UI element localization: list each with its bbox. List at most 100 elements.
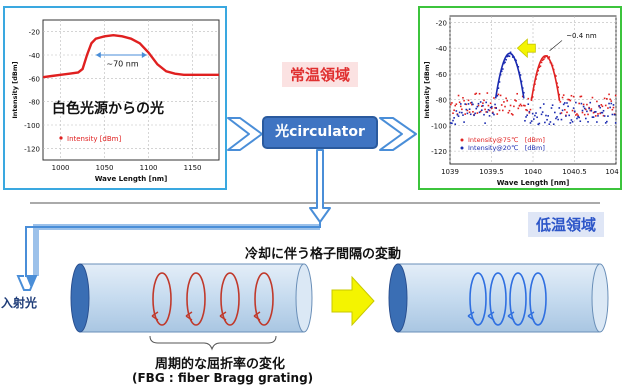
annotation-arrowhead-left	[95, 52, 101, 58]
data-point	[509, 104, 512, 107]
data-point	[529, 108, 532, 111]
data-point	[582, 105, 585, 108]
data-point	[474, 93, 476, 95]
data-point	[567, 98, 569, 101]
data-point	[556, 116, 558, 118]
x-axis-label: Wave Length [nm]	[497, 179, 570, 187]
data-point	[463, 121, 465, 123]
data-point	[592, 111, 595, 114]
y-tick-label: -80	[436, 97, 447, 105]
data-point	[579, 120, 582, 123]
data-point	[483, 99, 485, 102]
data-point	[465, 108, 468, 111]
data-point	[454, 123, 457, 126]
data-point	[590, 109, 593, 112]
data-point	[468, 108, 471, 111]
data-point	[612, 104, 615, 106]
data-point	[474, 112, 476, 115]
data-point	[601, 105, 604, 108]
data-point	[563, 102, 566, 104]
data-point	[536, 116, 538, 119]
data-point	[601, 111, 604, 114]
y-tick-label: -100	[431, 122, 447, 130]
reflection-spectrum-panel: -20 -40 -60 -80 -100 -120 1039 1039.5 1040 1040.5…	[418, 6, 622, 190]
data-point	[551, 104, 554, 106]
data-point	[466, 112, 469, 115]
x-tick-label: 1039	[441, 168, 459, 176]
data-point	[500, 104, 503, 106]
data-point	[502, 68, 504, 70]
data-point	[525, 108, 527, 111]
grating-coils-warm	[151, 272, 274, 326]
series-line-intensity	[42, 33, 219, 79]
legend-entry: Intensity@75℃ [dBm]	[468, 136, 545, 144]
data-point	[554, 111, 556, 114]
data-point	[607, 115, 609, 117]
data-point	[614, 94, 617, 97]
data-point	[592, 116, 595, 118]
data-point	[523, 91, 525, 94]
data-point	[597, 113, 599, 115]
coil-cold-4	[529, 272, 547, 326]
x-axis-label: Wave Length [nm]	[95, 175, 168, 183]
data-point	[468, 111, 471, 114]
fiber-warm	[70, 263, 313, 333]
data-point	[493, 113, 495, 116]
data-point	[485, 101, 488, 104]
y-axis-label: Intensity [dBm]	[423, 61, 431, 118]
data-point	[549, 121, 552, 123]
data-point	[476, 112, 479, 114]
data-point	[507, 55, 510, 57]
legend-entry: Intensity [dBm]	[67, 135, 121, 143]
y-tick-label: -120	[24, 145, 40, 153]
data-point	[538, 122, 541, 125]
data-point	[451, 122, 453, 125]
data-point	[569, 122, 572, 124]
data-point	[509, 51, 512, 54]
data-point	[519, 74, 522, 76]
coil-warm-3	[220, 272, 240, 326]
data-point	[596, 121, 598, 123]
data-point	[594, 115, 597, 117]
data-point	[572, 95, 575, 98]
data-point	[587, 113, 589, 116]
data-point	[587, 121, 589, 123]
data-point	[490, 107, 493, 110]
x-tick-label: 1039.5	[479, 168, 504, 176]
data-point	[552, 123, 555, 126]
data-point	[492, 111, 494, 114]
annotation-shift-label: ~0.4 nm	[566, 32, 597, 40]
data-point	[597, 115, 599, 117]
data-point	[527, 103, 530, 105]
data-point	[469, 113, 472, 116]
cooling-shift-arrow	[331, 275, 375, 327]
data-point	[486, 92, 489, 94]
data-point	[530, 120, 533, 122]
data-point	[482, 102, 484, 104]
data-point	[580, 102, 583, 105]
data-point	[571, 109, 574, 112]
data-point	[531, 112, 534, 115]
data-point	[561, 109, 564, 112]
y-tick-label: -120	[431, 148, 447, 156]
data-point	[508, 55, 511, 58]
data-point	[533, 118, 535, 120]
y-tick-label: -20	[29, 29, 40, 37]
data-point	[539, 65, 542, 67]
data-point	[588, 107, 590, 110]
data-point	[540, 113, 543, 116]
data-point	[545, 114, 547, 117]
data-point	[609, 98, 611, 101]
data-point	[514, 99, 516, 101]
data-point	[606, 120, 608, 123]
data-point	[500, 70, 503, 73]
data-point	[482, 104, 484, 107]
data-point	[479, 110, 482, 113]
data-point	[566, 111, 568, 114]
data-point	[567, 105, 569, 108]
data-point	[610, 102, 613, 105]
data-point	[612, 106, 615, 109]
data-point	[497, 87, 500, 89]
data-point	[560, 112, 563, 114]
